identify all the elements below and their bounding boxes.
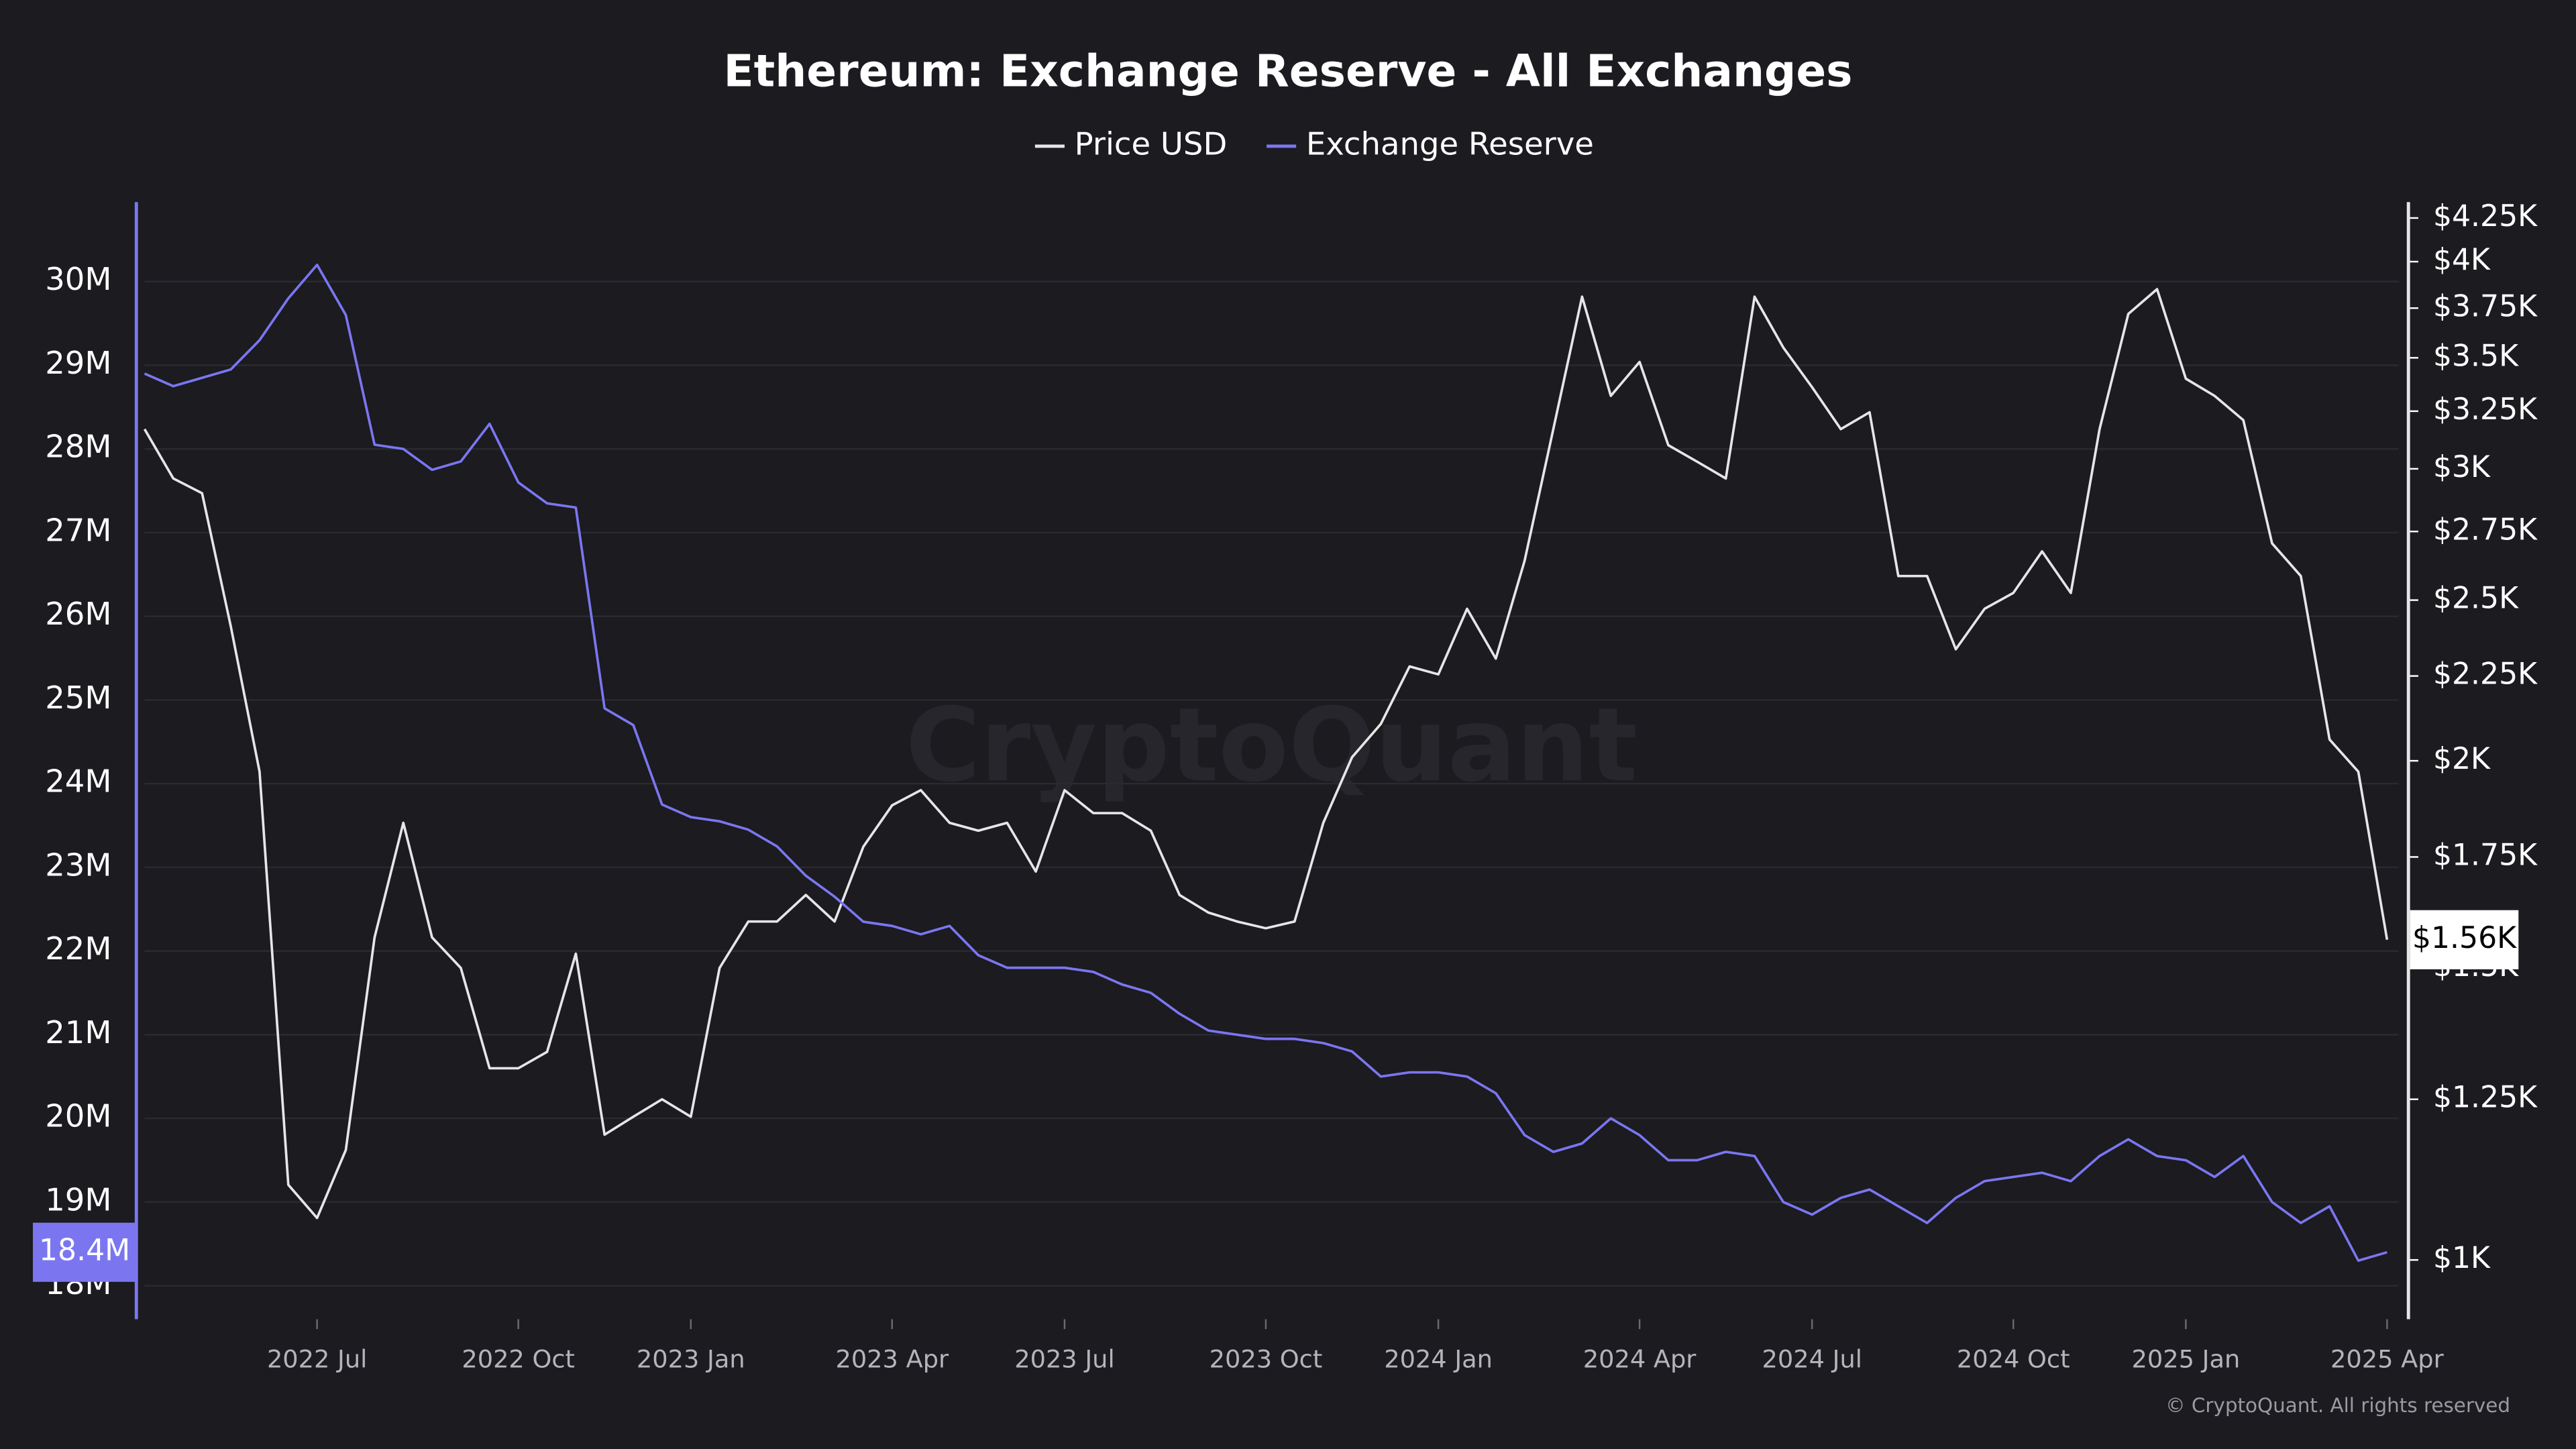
y-tick-label: 22M — [45, 930, 111, 967]
legend-label: Exchange Reserve — [1306, 125, 1594, 162]
y2-tick-label: $1.75K — [2433, 838, 2538, 872]
y2-tick-label: $3.5K — [2433, 339, 2519, 373]
y2-tick-label: $4.25K — [2433, 199, 2538, 233]
y-tick-label: 28M — [45, 429, 111, 465]
x-tick-label: 2023 Jan — [637, 1344, 745, 1373]
value-label-box: $1.56K — [2410, 910, 2519, 969]
y2-tick-label: $3K — [2433, 450, 2491, 484]
x-tick-label: 2025 Apr — [2330, 1344, 2445, 1373]
x-tick-label: 2022 Jul — [267, 1344, 367, 1373]
x-tick-label: 2024 Apr — [1583, 1344, 1697, 1373]
watermark: CryptoQuant — [906, 686, 1638, 804]
y2-tick-label: $2K — [2433, 742, 2491, 776]
value-label-bg — [2410, 910, 2519, 969]
x-tick-label: 2022 Oct — [462, 1344, 575, 1373]
value-label: $1.56K — [2412, 921, 2517, 955]
y2-tick-label: $1K — [2433, 1241, 2491, 1275]
x-tick-label: 2024 Jul — [1762, 1344, 1862, 1373]
y2-tick-label: $1.25K — [2433, 1081, 2538, 1115]
y2-tick-label: $4K — [2433, 243, 2491, 277]
chart-title: Ethereum: Exchange Reserve - All Exchang… — [723, 45, 1852, 97]
y-tick-label: 27M — [45, 512, 111, 548]
y2-tick-label: $3.25K — [2433, 392, 2538, 427]
series-line — [144, 263, 2387, 1263]
x-tick-label: 2023 Jul — [1014, 1344, 1114, 1373]
y-tick-label: 23M — [45, 847, 111, 883]
y-tick-label: 26M — [45, 596, 111, 632]
value-label: 18.4M — [39, 1234, 130, 1268]
x-tick-label: 2023 Oct — [1210, 1344, 1323, 1373]
x-tick-label: 2025 Jan — [2132, 1344, 2241, 1373]
legend-label: Price USD — [1075, 125, 1228, 162]
y-tick-label: 24M — [45, 763, 111, 800]
legend: Price USD Exchange Reserve — [1034, 125, 1594, 162]
y-tick-label: 20M — [45, 1098, 111, 1134]
value-label-box: 18.4M — [32, 1222, 137, 1282]
y-tick-label: 30M — [45, 261, 111, 297]
y-tick-label: 29M — [45, 345, 111, 381]
y-tick-label: 21M — [45, 1014, 111, 1051]
series-line — [143, 288, 2389, 1220]
value-label-bg — [32, 1222, 137, 1282]
y2-tick-label: $2.25K — [2433, 657, 2538, 692]
x-tick-label: 2024 Jan — [1384, 1344, 1493, 1373]
x-tick-label: 2023 Apr — [835, 1344, 949, 1373]
credit: © CryptoQuant. All rights reserved — [2165, 1394, 2510, 1417]
y2-tick-label: $3.75K — [2433, 289, 2538, 323]
y-tick-label: 19M — [45, 1181, 111, 1218]
y-tick-label: 25M — [45, 680, 111, 716]
y2-tick-label: $2.5K — [2433, 582, 2519, 616]
y2-tick-label: $2.75K — [2433, 513, 2538, 547]
x-tick-label: 2024 Oct — [1957, 1344, 2070, 1373]
